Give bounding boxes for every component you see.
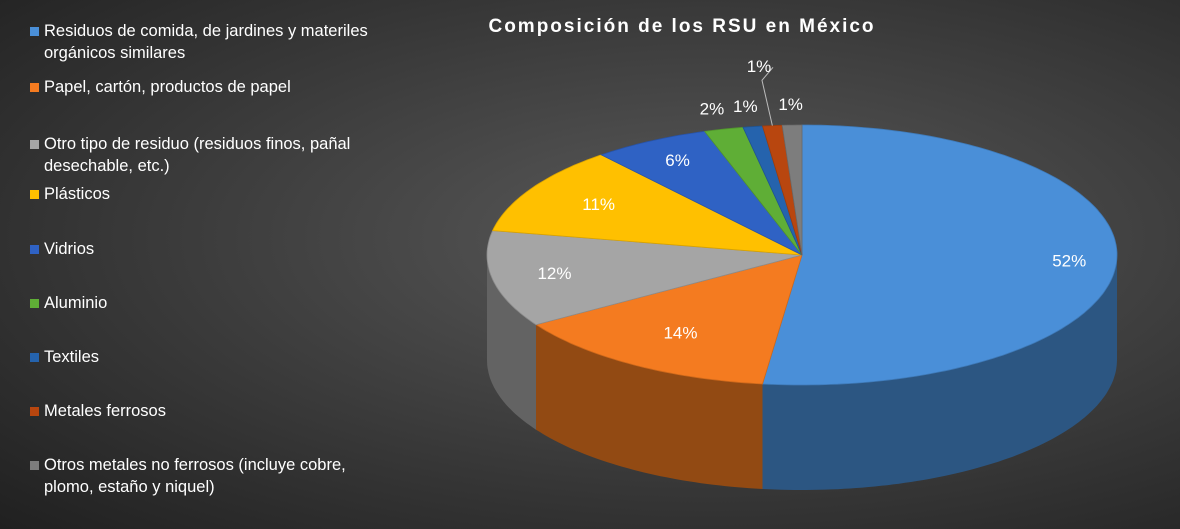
legend-swatch: [30, 353, 39, 362]
legend-swatch: [30, 83, 39, 92]
chart-title: Composición de los RSU en México: [488, 16, 875, 37]
legend-entry: Residuos de comida, de jardines y materi…: [30, 20, 374, 64]
slice: [486, 230, 803, 326]
legend-label: Aluminio: [44, 294, 108, 312]
legend-label: Papel, cartón, productos de papel: [44, 78, 291, 96]
legend-swatch: [30, 140, 39, 149]
leader-line: [761, 67, 774, 126]
legend-entry: Vidrios: [30, 238, 374, 260]
slice-side: [487, 255, 536, 430]
data-label: 1%: [733, 97, 758, 116]
legend-entry: Otro tipo de residuo (residuos finos, pa…: [30, 133, 374, 177]
legend-entry: Textiles: [30, 346, 374, 368]
slice: [600, 130, 803, 256]
slice: [534, 254, 803, 385]
slice: [703, 126, 803, 256]
legend-label: Otros metales no ferrosos (incluye cobre…: [44, 456, 346, 496]
legend-swatch: [30, 299, 39, 308]
legend-swatch: [30, 407, 39, 416]
data-label: 11%: [582, 195, 615, 214]
legend-label: Vidrios: [44, 240, 95, 258]
legend-label: Textiles: [44, 348, 100, 366]
slice: [491, 154, 803, 256]
legend-swatch: [30, 190, 39, 199]
legend-entry: Plásticos: [30, 183, 374, 205]
legend-label: Residuos de comida, de jardines y materi…: [44, 22, 368, 62]
data-label: 2%: [700, 100, 725, 119]
data-label: 52%: [1052, 251, 1086, 270]
legend-label: Otro tipo de residuo (residuos finos, pa…: [44, 135, 351, 175]
data-label: 1%: [747, 57, 772, 76]
legend-entry: Otros metales no ferrosos (incluye cobre…: [30, 454, 374, 498]
slice: [781, 124, 803, 256]
legend-label: Metales ferrosos: [44, 402, 166, 420]
slice: [761, 124, 1118, 386]
legend-swatch: [30, 245, 39, 254]
legend-entry: Papel, cartón, productos de papel: [30, 76, 374, 98]
legend-entry: Aluminio: [30, 292, 374, 314]
slice-side: [536, 324, 763, 489]
legend-swatch: [30, 461, 39, 470]
slice-side: [762, 255, 1117, 490]
legend-label: Plásticos: [44, 185, 111, 203]
data-label: 14%: [663, 324, 697, 343]
data-label: 6%: [665, 151, 690, 170]
data-label: 12%: [537, 264, 571, 283]
data-label: 1%: [778, 95, 803, 114]
legend-entry: Metales ferrosos: [30, 400, 374, 422]
legend-swatch: [30, 27, 39, 36]
